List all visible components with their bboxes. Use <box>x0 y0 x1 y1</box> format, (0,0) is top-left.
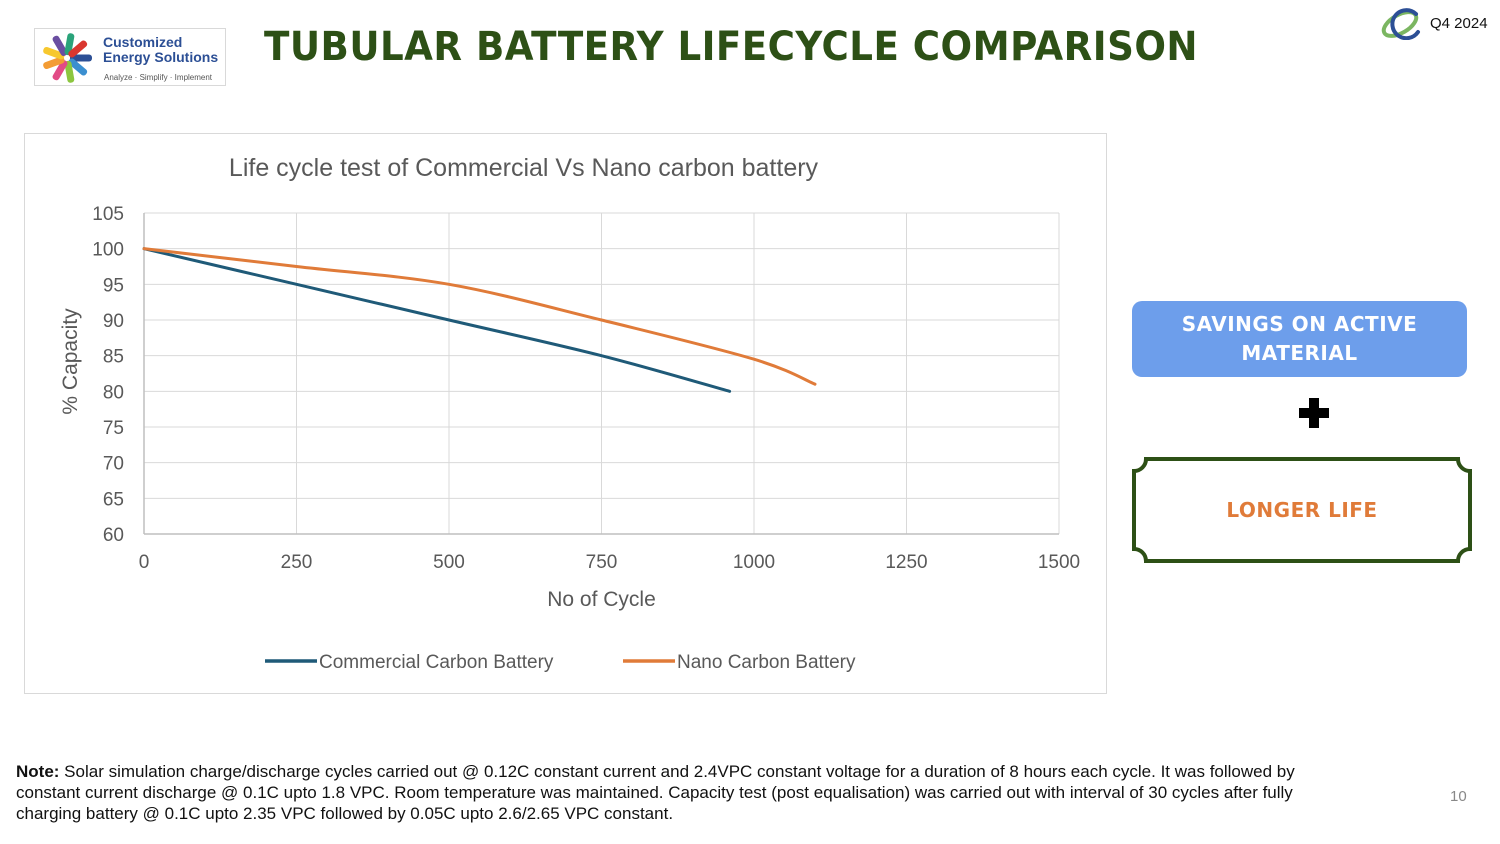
x-tick-label: 1250 <box>885 552 927 573</box>
company-logo: Customized Energy Solutions Analyze · Si… <box>34 28 226 86</box>
logo-brand: Customized Energy Solutions <box>103 35 218 65</box>
x-axis-label: No of Cycle <box>547 588 656 611</box>
lifecycle-line-chart: Life cycle test of Commercial Vs Nano ca… <box>59 154 1080 673</box>
chart-title: Life cycle test of Commercial Vs Nano ca… <box>229 154 819 182</box>
legend-label: Nano Carbon Battery <box>677 652 856 673</box>
plus-icon <box>1299 398 1329 428</box>
footnote-text: Solar simulation charge/discharge cycles… <box>16 762 1295 823</box>
x-tick-label: 1500 <box>1038 552 1080 573</box>
series-line-nano <box>142 247 817 386</box>
longer-life-callout: LONGER LIFE <box>1132 457 1472 563</box>
y-tick-label: 80 <box>103 382 124 403</box>
logo-brand-line1: Customized <box>103 34 183 50</box>
page-number: 10 <box>1450 788 1467 805</box>
y-tick-label: 75 <box>103 418 124 439</box>
logo-tagline: Analyze · Simplify · Implement <box>104 73 213 82</box>
savings-callout-text: SAVINGS ON ACTIVE MATERIAL <box>1181 312 1418 365</box>
y-tick-label: 85 <box>103 347 124 368</box>
y-tick-label: 105 <box>92 204 124 225</box>
y-tick-label: 95 <box>103 275 124 296</box>
corner-logo-icon <box>1381 8 1420 41</box>
y-tick-label: 100 <box>92 240 124 261</box>
y-axis-label: % Capacity <box>59 308 82 415</box>
logo-brand-line2: Energy Solutions <box>103 49 219 65</box>
legend-label: Commercial Carbon Battery <box>319 652 554 673</box>
logo-burst-icon <box>43 33 92 83</box>
longer-life-text: LONGER LIFE <box>1226 498 1378 522</box>
period-label: Q4 2024 <box>1430 15 1488 32</box>
x-tick-label: 250 <box>281 552 313 573</box>
ticket-frame-shape <box>1132 457 1472 563</box>
y-tick-label: 60 <box>103 525 124 546</box>
x-tick-label: 1000 <box>733 552 775 573</box>
y-tick-label: 90 <box>103 311 124 332</box>
savings-callout: SAVINGS ON ACTIVE MATERIAL <box>1132 301 1467 377</box>
y-tick-label: 65 <box>103 489 124 510</box>
x-tick-label: 0 <box>139 552 150 573</box>
x-tick-label: 500 <box>433 552 465 573</box>
y-tick-label: 70 <box>103 454 124 475</box>
chart-container: Life cycle test of Commercial Vs Nano ca… <box>24 133 1107 694</box>
series-line-commercial <box>142 247 732 393</box>
x-tick-label: 750 <box>586 552 618 573</box>
footnote-label: Note: <box>16 762 60 781</box>
corner-badge: Q4 2024 <box>1378 6 1500 41</box>
footnote: Note: Solar simulation charge/discharge … <box>16 761 1306 824</box>
page-title: TUBULAR BATTERY LIFECYCLE COMPARISON <box>264 24 1199 70</box>
